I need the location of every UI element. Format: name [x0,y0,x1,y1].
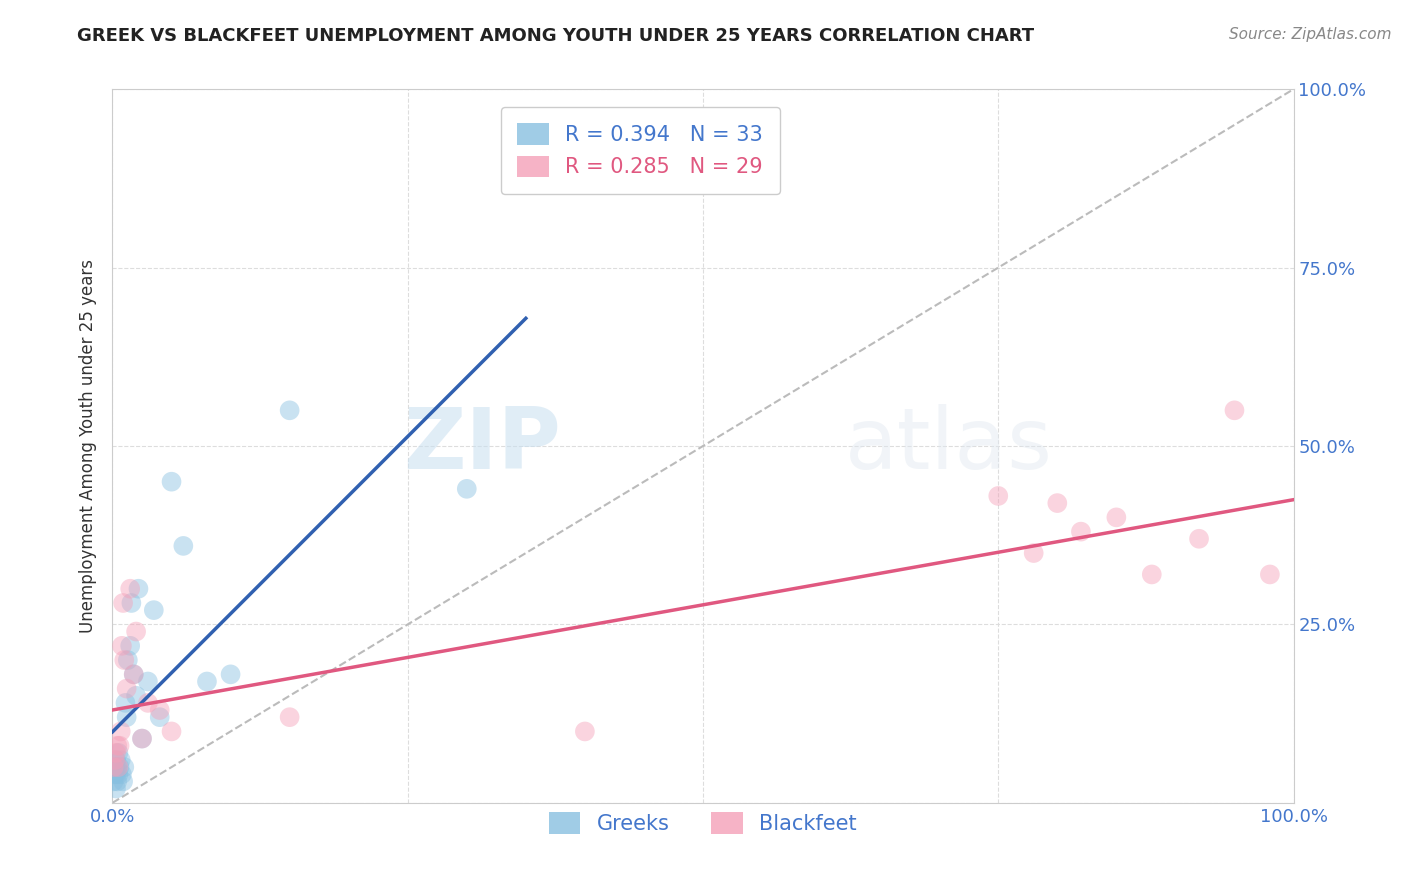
Point [104,767,127,781]
Point [136,674,159,689]
Point [117,653,139,667]
Point [456,482,478,496]
Point [107,767,129,781]
Point [105,760,128,774]
Point [112,760,135,774]
Point [104,760,127,774]
Point [1258,567,1281,582]
Point [125,624,148,639]
Point [105,767,128,781]
Point [112,596,135,610]
Point [105,781,128,796]
Text: atlas: atlas [845,404,1053,488]
Point [120,596,142,610]
Point [108,760,131,774]
Text: Source: ZipAtlas.com: Source: ZipAtlas.com [1229,27,1392,42]
Point [115,681,138,696]
Point [987,489,1010,503]
Text: GREEK VS BLACKFEET UNEMPLOYMENT AMONG YOUTH UNDER 25 YEARS CORRELATION CHART: GREEK VS BLACKFEET UNEMPLOYMENT AMONG YO… [77,27,1035,45]
Point [105,746,128,760]
Point [1188,532,1211,546]
Point [112,774,135,789]
Point [111,767,134,781]
Point [574,724,596,739]
Point [114,696,136,710]
Point [112,653,135,667]
Point [122,667,145,681]
Point [142,603,165,617]
Point [105,739,128,753]
Point [110,724,132,739]
Point [136,696,159,710]
Point [107,760,129,774]
Point [103,760,125,774]
Point [1046,496,1069,510]
Point [1105,510,1128,524]
Point [172,539,194,553]
Point [131,731,153,746]
Point [1140,567,1163,582]
Point [122,667,145,681]
Point [104,753,127,767]
Point [160,475,183,489]
Point [149,703,172,717]
Point [105,774,128,789]
Y-axis label: Unemployment Among Youth under 25 years: Unemployment Among Youth under 25 years [79,259,97,633]
Point [149,710,172,724]
Point [1022,546,1045,560]
Point [160,724,183,739]
Point [111,639,134,653]
Text: ZIP: ZIP [404,404,561,488]
Point [115,710,138,724]
Point [120,639,142,653]
Point [107,746,129,760]
Point [1070,524,1092,539]
Point [1223,403,1246,417]
Point [108,739,131,753]
Point [278,710,301,724]
Point [278,403,301,417]
Point [103,774,125,789]
Point [125,689,148,703]
Point [219,667,242,681]
Point [131,731,153,746]
Point [120,582,142,596]
Point [105,753,128,767]
Legend: Greeks, Blackfeet: Greeks, Blackfeet [541,804,865,842]
Point [110,753,132,767]
Point [195,674,218,689]
Point [127,582,149,596]
